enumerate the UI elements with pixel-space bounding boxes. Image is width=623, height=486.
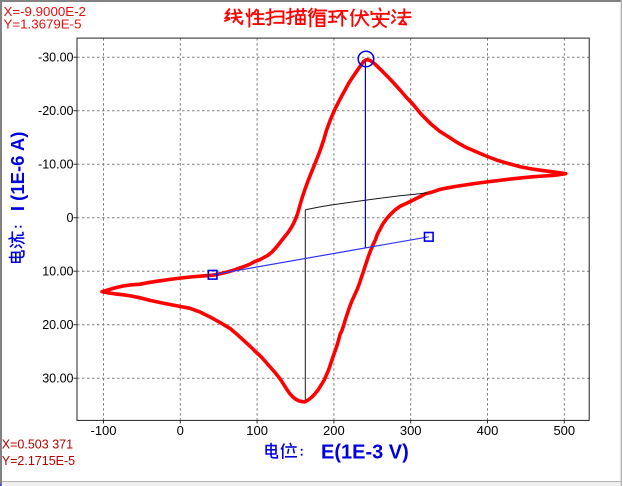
svg-text:-100: -100 [90,423,116,438]
svg-text:100: 100 [246,423,268,438]
svg-text:500: 500 [553,423,575,438]
svg-text:E(1E-3 V): E(1E-3 V) [321,441,409,463]
svg-text:-30.00: -30.00 [38,51,73,65]
svg-text:0: 0 [177,423,184,438]
svg-text:X=-9.9000E-2: X=-9.9000E-2 [4,4,86,19]
svg-text:10.00: 10.00 [42,265,73,279]
svg-text:-20.00: -20.00 [38,104,73,118]
svg-text:I (1E-6 A): I (1E-6 A) [7,132,28,212]
svg-text:X=0.503 371: X=0.503 371 [2,438,73,452]
svg-text:20.00: 20.00 [42,318,73,332]
svg-text:0: 0 [67,211,74,225]
svg-text:Y=2.1715E-5: Y=2.1715E-5 [2,454,75,468]
svg-text:-10.00: -10.00 [38,158,73,172]
svg-text:400: 400 [477,423,499,438]
svg-text:30.00: 30.00 [42,372,73,386]
svg-text:200: 200 [323,423,345,438]
svg-text:Y=1.3679E-5: Y=1.3679E-5 [4,17,82,32]
svg-text:300: 300 [400,423,422,438]
